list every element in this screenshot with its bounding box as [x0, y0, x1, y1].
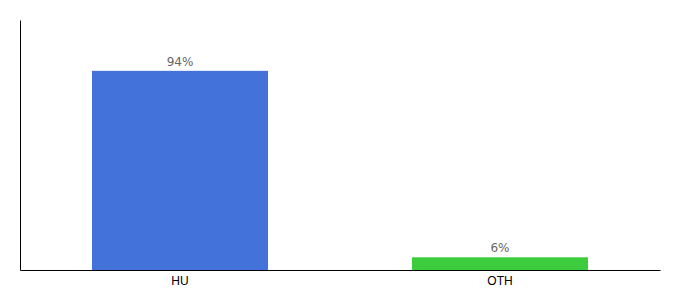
x-tick: HU [171, 270, 188, 288]
x-axis: HU OTH [21, 270, 661, 288]
data-labels: 94% 6% [167, 55, 510, 255]
x-tick-label: HU [171, 274, 188, 288]
chart-svg: HU OTH 94% 6% [0, 0, 680, 300]
x-tick: OTH [487, 270, 512, 288]
bars [92, 71, 588, 270]
y-axis-line [20, 21, 21, 271]
plot: HU OTH 94% 6% [21, 21, 661, 288]
data-label: 6% [490, 241, 509, 255]
x-axis-line [21, 270, 661, 271]
bar [412, 257, 588, 270]
data-label: 94% [167, 55, 194, 69]
y-axis [20, 21, 21, 271]
bar [92, 71, 268, 270]
chart-container: HU OTH 94% 6% [0, 0, 680, 300]
x-tick-label: OTH [487, 274, 512, 288]
